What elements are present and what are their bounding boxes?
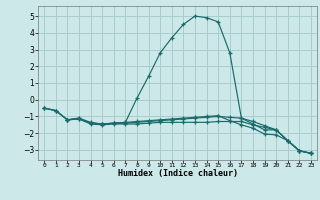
X-axis label: Humidex (Indice chaleur): Humidex (Indice chaleur) [118, 169, 238, 178]
